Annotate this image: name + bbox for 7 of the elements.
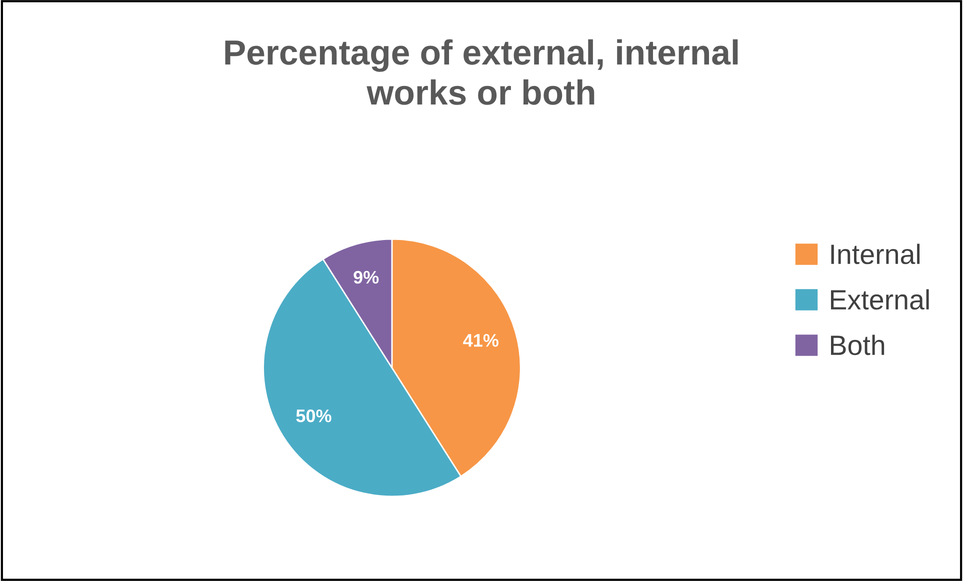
data-label: 50% [296, 409, 332, 422]
legend-label: Both [831, 334, 884, 356]
data-label: 9% [354, 270, 379, 284]
legend-label: External [831, 289, 929, 310]
data-label: 41% [463, 334, 498, 347]
legend-label: Internal [831, 244, 920, 264]
chart-title: Percentage of external, internal works or both [225, 39, 738, 105]
